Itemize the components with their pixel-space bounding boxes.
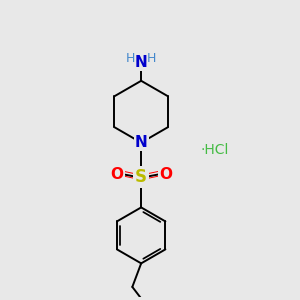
Text: H: H <box>126 52 136 64</box>
Text: S: S <box>135 167 147 185</box>
Text: N: N <box>135 55 148 70</box>
Text: O: O <box>110 167 124 182</box>
Text: N: N <box>135 135 148 150</box>
Text: ·HCl: ·HCl <box>201 143 229 157</box>
Text: H: H <box>147 52 156 64</box>
Text: O: O <box>159 167 172 182</box>
